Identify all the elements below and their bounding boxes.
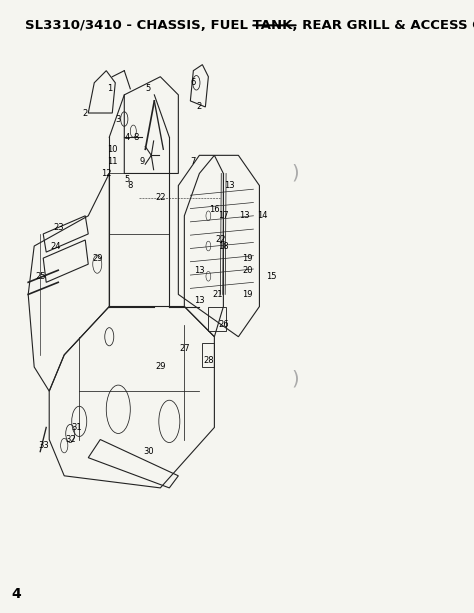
Text: 29: 29 <box>92 254 102 262</box>
Text: ): ) <box>292 370 299 389</box>
Text: 20: 20 <box>242 265 253 275</box>
Text: 13: 13 <box>194 265 205 275</box>
Text: 27: 27 <box>179 345 190 353</box>
Text: 13: 13 <box>224 181 235 190</box>
Text: 15: 15 <box>266 272 277 281</box>
Text: 23: 23 <box>53 223 64 232</box>
Text: 24: 24 <box>50 242 61 251</box>
Text: 8: 8 <box>128 181 133 190</box>
Text: 25: 25 <box>35 272 46 281</box>
Text: 2: 2 <box>82 109 88 118</box>
Text: 12: 12 <box>101 169 111 178</box>
Text: 33: 33 <box>38 441 48 450</box>
Text: 4: 4 <box>11 587 21 601</box>
Text: 22: 22 <box>155 193 165 202</box>
Text: 19: 19 <box>242 254 253 262</box>
Text: 3: 3 <box>116 115 121 124</box>
Text: 16: 16 <box>209 205 219 215</box>
Text: SL3310/3410 - CHASSIS, FUEL TANK, REAR GRILL & ACCESS COVERS: SL3310/3410 - CHASSIS, FUEL TANK, REAR G… <box>25 19 474 32</box>
Text: 30: 30 <box>143 447 154 456</box>
Text: 6: 6 <box>191 78 196 87</box>
Text: 13: 13 <box>239 211 250 220</box>
Text: 26: 26 <box>218 320 228 329</box>
Text: 9: 9 <box>140 157 145 166</box>
Text: 28: 28 <box>203 356 214 365</box>
Text: 21: 21 <box>212 290 223 299</box>
Text: 31: 31 <box>71 423 82 432</box>
Text: 29: 29 <box>155 362 165 371</box>
Text: 2: 2 <box>197 102 202 112</box>
Text: 10: 10 <box>107 145 118 154</box>
Text: 19: 19 <box>242 290 253 299</box>
Text: 5: 5 <box>125 175 130 184</box>
Text: 14: 14 <box>257 211 268 220</box>
Text: ): ) <box>292 164 299 183</box>
Text: 18: 18 <box>218 242 228 251</box>
Text: 8: 8 <box>134 132 139 142</box>
Text: 17: 17 <box>218 211 228 220</box>
Text: 32: 32 <box>65 435 75 444</box>
Text: 7: 7 <box>191 157 196 166</box>
Text: 1: 1 <box>107 85 112 93</box>
Text: 13: 13 <box>194 296 205 305</box>
Text: 22: 22 <box>215 235 226 245</box>
Text: 4: 4 <box>125 132 130 142</box>
Text: 5: 5 <box>146 85 151 93</box>
Text: 11: 11 <box>107 157 118 166</box>
